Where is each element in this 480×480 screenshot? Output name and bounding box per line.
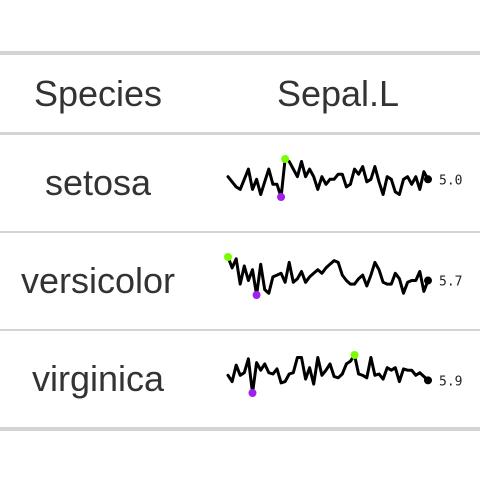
- max-value-marker: [350, 351, 359, 359]
- max-value-marker: [224, 253, 232, 261]
- min-value-marker: [252, 291, 261, 299]
- sparkline-cell: 5.0: [220, 135, 470, 231]
- last-value-label: 5.0: [439, 173, 462, 188]
- row-rule: [0, 231, 480, 233]
- last-value-label: 5.7: [439, 275, 462, 290]
- table-row: setosa 5.0: [0, 135, 480, 231]
- last-value-marker: [424, 276, 432, 285]
- species-cell: versicolor: [20, 260, 176, 301]
- table-top-rule: [0, 51, 480, 55]
- sparkline-cell: 5.9: [220, 331, 470, 427]
- sparkline-path: [226, 255, 430, 297]
- sparkline-path: [226, 157, 430, 199]
- column-header-sepal-length: Sepal.L: [276, 72, 400, 114]
- column-header-species: Species: [33, 72, 163, 114]
- header-bottom-rule: [0, 132, 480, 135]
- data-table: Species Sepal.L setosa 5.0 versicolor 5.…: [0, 51, 480, 431]
- max-value-marker: [281, 155, 290, 163]
- last-value-marker: [424, 376, 432, 385]
- sparkline-path: [226, 353, 430, 395]
- sparkline-chart: 5.0: [226, 155, 462, 201]
- min-value-marker: [248, 389, 257, 397]
- row-rule: [0, 329, 480, 331]
- species-cell: virginica: [31, 358, 165, 399]
- min-value-marker: [277, 193, 286, 201]
- sparkline-cell: 5.7: [220, 233, 470, 329]
- sparkline-chart: 5.9: [226, 351, 462, 397]
- last-value-label: 5.9: [439, 374, 462, 389]
- table-row: versicolor 5.7: [0, 233, 480, 329]
- table-header-row: Species Sepal.L: [0, 55, 480, 132]
- table-row: virginica 5.9: [0, 331, 480, 427]
- sparkline-chart: 5.7: [224, 253, 462, 299]
- last-value-marker: [424, 175, 432, 184]
- table-bottom-rule: [0, 427, 480, 431]
- species-cell: setosa: [44, 162, 152, 203]
